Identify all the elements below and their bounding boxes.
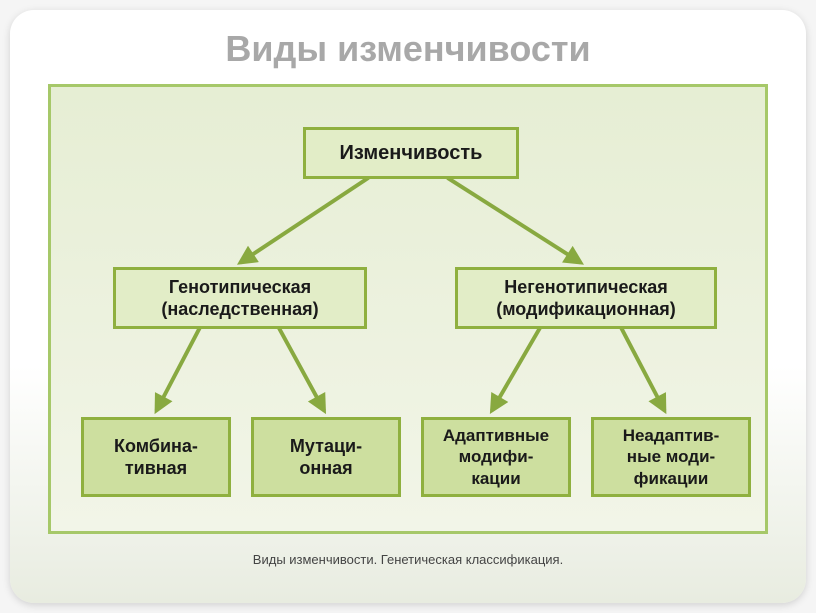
node-mut: Мутаци- онная xyxy=(251,417,401,497)
edge-root-negeno xyxy=(447,178,580,263)
slide-title: Виды изменчивости xyxy=(40,28,776,70)
node-label: Мутаци- онная xyxy=(290,435,362,480)
node-neadapt: Неадаптив- ные моди- фикации xyxy=(591,417,751,497)
edge-root-geno xyxy=(240,178,368,263)
node-label: Негенотипическая (модификационная) xyxy=(496,276,676,321)
edge-geno-mut xyxy=(278,326,324,411)
node-label: Комбина- тивная xyxy=(114,435,198,480)
slide: Виды изменчивости Изменчивость Генотипиче… xyxy=(10,10,806,603)
edge-negeno-neadapt xyxy=(620,326,664,411)
edge-negeno-adapt xyxy=(492,326,541,411)
edge-geno-komb xyxy=(156,326,200,411)
node-label: Изменчивость xyxy=(340,141,483,166)
node-adapt: Адаптивные модифи- кации xyxy=(421,417,571,497)
caption: Виды изменчивости. Генетическая классифи… xyxy=(40,552,776,567)
node-geno: Генотипическая (наследственная) xyxy=(113,267,367,329)
node-label: Генотипическая (наследственная) xyxy=(161,276,318,321)
node-label: Адаптивные модифи- кации xyxy=(443,425,549,489)
node-negeno: Негенотипическая (модификационная) xyxy=(455,267,717,329)
node-komb: Комбина- тивная xyxy=(81,417,231,497)
diagram-panel: Изменчивость Генотипическая (наследственн… xyxy=(48,84,768,534)
node-label: Неадаптив- ные моди- фикации xyxy=(623,425,720,489)
node-root: Изменчивость xyxy=(303,127,519,179)
